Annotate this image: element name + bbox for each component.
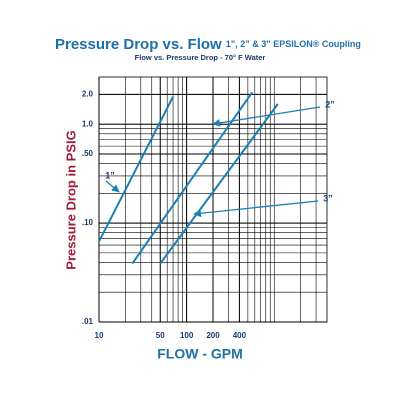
chart-subtitle: Flow vs. Pressure Drop - 70° F Water: [135, 53, 266, 62]
series-line: [98, 96, 174, 243]
y-tick-label: 1.0: [82, 119, 94, 128]
series-line: [159, 103, 279, 265]
annotation-arrow: [212, 106, 321, 127]
y-tick-label: 2.0: [82, 90, 94, 99]
y-tick-label: .10: [82, 218, 94, 227]
series-line: [131, 91, 254, 265]
annotation-arrow: [105, 180, 120, 193]
title-main: Pressure Drop vs. Flow: [55, 36, 222, 53]
series-label: 3”: [323, 193, 333, 203]
series-label: 1”: [105, 170, 115, 180]
x-tick-label: 50: [156, 331, 165, 340]
annotation-arrow: [193, 200, 319, 218]
y-axis-label: Pressure Drop in PSIG: [63, 130, 78, 269]
chart-title: Pressure Drop vs. Flow 1”, 2” & 3” EPSILO…: [55, 36, 361, 53]
y-tick-label: .01: [82, 317, 94, 326]
x-axis-label: FLOW - GPM: [157, 346, 243, 362]
title-suffix: 1”, 2” & 3” EPSILON® Coupling: [226, 39, 361, 49]
x-tick-label: 200: [206, 331, 220, 340]
series-label: 2”: [325, 99, 335, 109]
x-tick-label: 10: [95, 331, 104, 340]
x-tick-label: 400: [233, 331, 247, 340]
y-tick-label: .50: [82, 149, 94, 158]
x-tick-label: 100: [180, 331, 194, 340]
